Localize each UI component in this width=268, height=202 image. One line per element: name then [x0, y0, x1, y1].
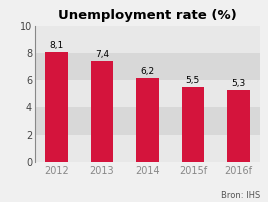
Bar: [35, 26, 260, 53]
Text: Bron: IHS: Bron: IHS: [221, 191, 260, 200]
Bar: [45, 52, 68, 162]
Bar: [35, 135, 260, 162]
Bar: [35, 80, 260, 107]
Text: 5,3: 5,3: [231, 79, 245, 88]
Text: 6,2: 6,2: [140, 67, 154, 76]
Bar: [136, 78, 159, 162]
Bar: [181, 87, 204, 162]
Text: 7,4: 7,4: [95, 50, 109, 59]
Title: Unemployment rate (%): Unemployment rate (%): [58, 9, 237, 22]
Text: 8,1: 8,1: [49, 41, 64, 50]
Bar: [35, 53, 260, 80]
Text: 5,5: 5,5: [186, 76, 200, 85]
Bar: [35, 107, 260, 135]
Bar: [227, 90, 250, 162]
Bar: [91, 61, 113, 162]
